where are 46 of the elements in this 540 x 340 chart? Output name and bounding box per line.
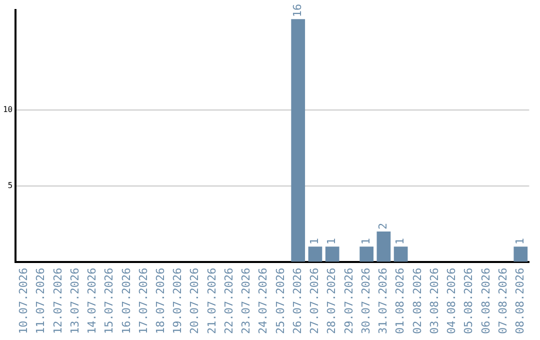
x-tick-label: 28.07.2026 [325,268,338,334]
bar [325,246,340,262]
data-label: 1 [308,238,322,245]
bar [360,246,374,262]
x-tick-label: 20.07.2026 [188,268,202,334]
x-tick-label: 31.07.2026 [376,268,390,334]
x-tick-label: 15.07.2026 [102,268,116,334]
x-tick-label: 29.07.2026 [342,268,356,334]
x-tick-label: 08.08.2026 [513,268,526,334]
x-tick-label: 25.07.2026 [274,268,287,334]
x-tick-label: 06.08.2026 [479,268,492,334]
x-tick-label: 12.07.2026 [51,268,64,334]
x-tick-label: 22.07.2026 [222,268,236,334]
x-tick-label: 16.07.2026 [120,268,133,334]
x-tick-label: 18.07.2026 [154,268,167,334]
x-tick-label: 23.07.2026 [240,268,253,334]
bar [514,246,528,262]
x-tick-label: 17.07.2026 [136,268,150,334]
x-tick-label: 01.08.2026 [394,268,407,334]
data-label: 1 [394,238,407,245]
x-tick-label: 02.08.2026 [410,268,424,334]
data-label: 1 [513,238,526,245]
x-tick-label: 26.07.2026 [290,268,304,334]
x-tick-label: 30.07.2026 [359,268,372,334]
data-label: 2 [376,222,390,230]
data-label: 16 [290,4,304,18]
y-tick-label: 10 [2,105,13,114]
bar [291,19,306,262]
x-tick-label: 24.07.2026 [256,268,270,334]
x-tick-label: 27.07.2026 [308,268,322,334]
bar [376,231,391,262]
data-label: 1 [325,238,338,245]
bar [394,246,408,262]
x-tick-label: 05.08.2026 [462,268,476,334]
x-tick-label: 19.07.2026 [171,268,184,334]
x-tick-label: 14.07.2026 [86,268,99,334]
x-tick-label: 21.07.2026 [205,268,218,334]
x-tick-label: 11.07.2026 [34,268,48,334]
y-tick-label: 5 [8,181,13,190]
x-tick-label: 10.07.2026 [17,268,30,334]
x-tick-label: 03.08.2026 [428,268,441,334]
x-tick-label: 04.08.2026 [445,268,458,334]
data-label: 1 [359,238,372,245]
x-tick-label: 07.08.2026 [496,268,510,334]
x-tick-label: 13.07.2026 [68,268,82,334]
bar [308,246,322,262]
